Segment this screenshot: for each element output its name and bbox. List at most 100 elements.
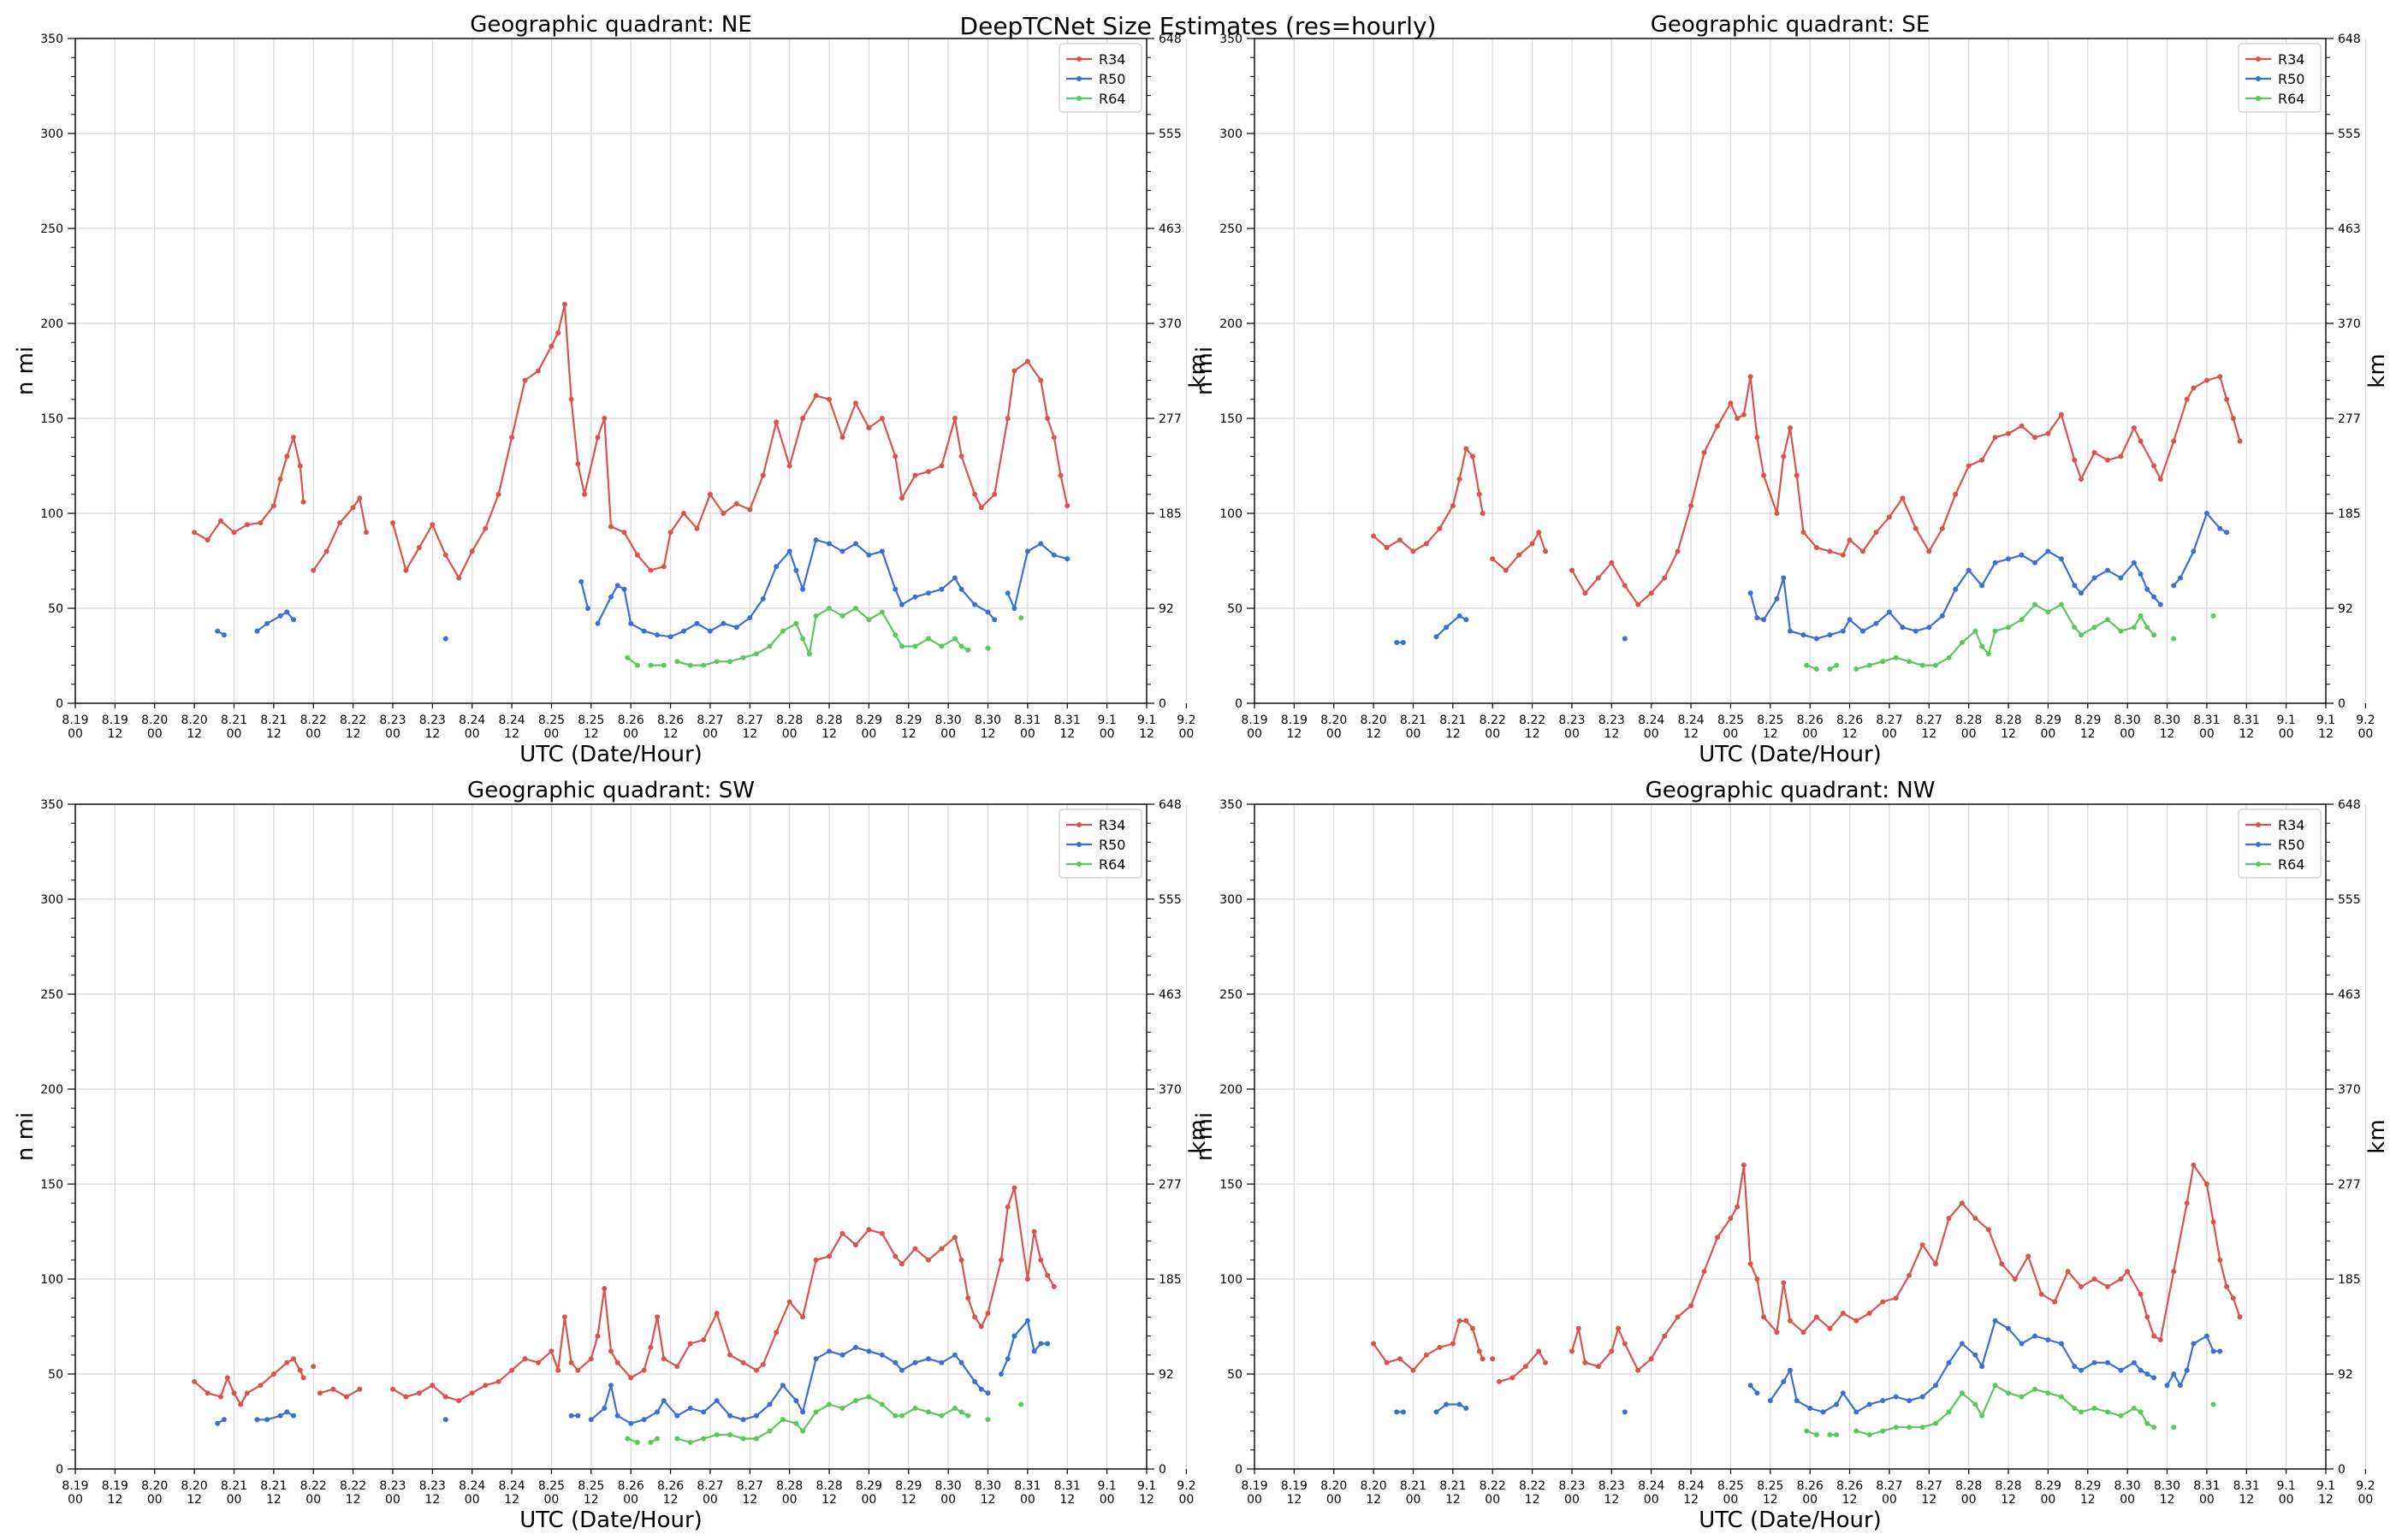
grid xyxy=(1254,38,2366,704)
data-point-r64 xyxy=(1853,1428,1859,1434)
data-point-r64 xyxy=(1907,1424,1913,1430)
data-point-r50 xyxy=(1433,634,1439,640)
data-point-r50 xyxy=(939,586,945,592)
data-point-r34 xyxy=(536,368,541,374)
data-point-r64 xyxy=(655,1436,661,1442)
data-point-r34 xyxy=(827,1253,832,1259)
data-point-r34 xyxy=(1635,1367,1641,1373)
data-point-r64 xyxy=(893,632,898,638)
data-point-r34 xyxy=(952,416,958,421)
data-point-r34 xyxy=(978,1324,984,1330)
data-point-r34 xyxy=(442,1394,448,1400)
data-point-r34 xyxy=(350,505,356,511)
data-point-r34 xyxy=(839,435,845,441)
data-point-r34 xyxy=(1860,548,1865,554)
data-point-r50 xyxy=(767,1401,773,1407)
data-point-r34 xyxy=(992,491,998,497)
y-tick-label: 250 xyxy=(1219,222,1242,236)
data-point-r34 xyxy=(284,453,290,459)
data-point-r34 xyxy=(1847,537,1853,543)
data-point-r50 xyxy=(1992,560,1998,566)
data-point-r64 xyxy=(2144,625,2150,631)
data-point-r34 xyxy=(707,491,713,497)
data-point-r50 xyxy=(912,1359,918,1365)
y-tick-label: 350 xyxy=(1219,33,1242,46)
x-tick-label: 8.20 00 xyxy=(141,1479,168,1507)
data-point-r50 xyxy=(1754,615,1760,621)
y-tick-label: 0 xyxy=(56,697,63,711)
data-point-r50 xyxy=(727,1413,733,1419)
x-tick-label: 8.26 00 xyxy=(1797,1479,1824,1507)
data-point-r34 xyxy=(879,416,885,421)
data-point-r50 xyxy=(1807,1406,1813,1411)
x-tick-label: 8.27 12 xyxy=(737,714,763,741)
data-point-r34 xyxy=(1886,514,1892,520)
data-point-r34 xyxy=(1058,472,1064,478)
data-point-r34 xyxy=(495,1378,501,1384)
data-point-r34 xyxy=(2019,423,2025,429)
data-point-r34 xyxy=(1397,1356,1403,1362)
y2-tick-label: 555 xyxy=(2338,127,2361,141)
data-point-r64 xyxy=(1827,666,1833,672)
legend-label-r64: R64 xyxy=(2278,91,2304,107)
x-tick-label: 8.29 12 xyxy=(895,714,922,741)
data-point-r34 xyxy=(1569,1348,1575,1354)
data-point-r34 xyxy=(2210,1219,2216,1225)
data-point-r50 xyxy=(1840,628,1846,634)
data-point-r34 xyxy=(337,520,343,526)
data-point-r34 xyxy=(1476,1348,1482,1354)
data-point-r50 xyxy=(1788,1367,1793,1373)
data-point-r50 xyxy=(2118,1367,2124,1373)
data-point-r34 xyxy=(760,472,766,478)
x-tick-label: 8.21 00 xyxy=(221,1479,247,1507)
data-point-r64 xyxy=(1985,651,1991,657)
data-point-r64 xyxy=(714,1432,720,1437)
x-tick-label: 8.19 12 xyxy=(1281,1479,1308,1507)
y2-tick-label: 185 xyxy=(2338,1273,2361,1287)
x-tick-label: 8.30 00 xyxy=(2114,714,2141,741)
data-point-r34 xyxy=(1543,548,1548,554)
data-point-r50 xyxy=(2118,575,2124,581)
data-point-r34 xyxy=(357,1386,363,1392)
x-tick-label: 8.30 12 xyxy=(975,1479,1001,1507)
x-tick-label: 8.31 00 xyxy=(2193,714,2220,741)
x-tick-label: 8.26 12 xyxy=(1836,1479,1863,1507)
data-point-r50 xyxy=(1456,1401,1462,1407)
grid xyxy=(74,803,1187,1470)
data-point-r50 xyxy=(2164,1383,2170,1389)
y2-tick-label: 277 xyxy=(2338,1178,2361,1192)
data-point-r34 xyxy=(205,537,211,543)
data-point-r34 xyxy=(786,1299,792,1305)
data-point-r64 xyxy=(952,1406,958,1411)
data-point-r34 xyxy=(297,463,303,469)
data-point-r34 xyxy=(1476,491,1482,497)
data-point-r34 xyxy=(1456,1318,1462,1324)
y-tick-label: 250 xyxy=(40,222,63,236)
data-point-r50 xyxy=(2151,594,2157,600)
x-tick-label: 8.22 00 xyxy=(300,714,327,741)
data-point-r34 xyxy=(1522,1364,1528,1370)
data-point-r50 xyxy=(939,1359,945,1365)
data-point-r34 xyxy=(1800,1330,1806,1336)
y-tick-label: 50 xyxy=(48,1368,63,1382)
data-point-r50 xyxy=(2105,1359,2110,1365)
data-point-r34 xyxy=(1384,545,1390,550)
series-r64 xyxy=(625,1394,1024,1445)
data-point-r34 xyxy=(853,400,858,406)
x-tick-label: 8.28 00 xyxy=(776,714,803,741)
x-tick-label: 8.21 00 xyxy=(1400,1479,1426,1507)
data-point-r50 xyxy=(1866,1401,1872,1407)
data-point-r34 xyxy=(2058,412,2064,418)
data-point-r50 xyxy=(2079,590,2084,596)
data-point-r64 xyxy=(952,636,958,642)
data-point-r50 xyxy=(575,1413,581,1419)
data-point-r34 xyxy=(1715,1235,1720,1241)
data-point-r50 xyxy=(839,1352,845,1358)
data-point-r34 xyxy=(1800,530,1806,536)
data-point-r34 xyxy=(899,495,904,501)
data-point-r64 xyxy=(985,1417,991,1423)
data-point-r64 xyxy=(965,647,971,653)
data-point-r34 xyxy=(2237,438,2243,444)
data-point-r64 xyxy=(2006,625,2011,631)
legend-marker-r34 xyxy=(2256,56,2261,62)
